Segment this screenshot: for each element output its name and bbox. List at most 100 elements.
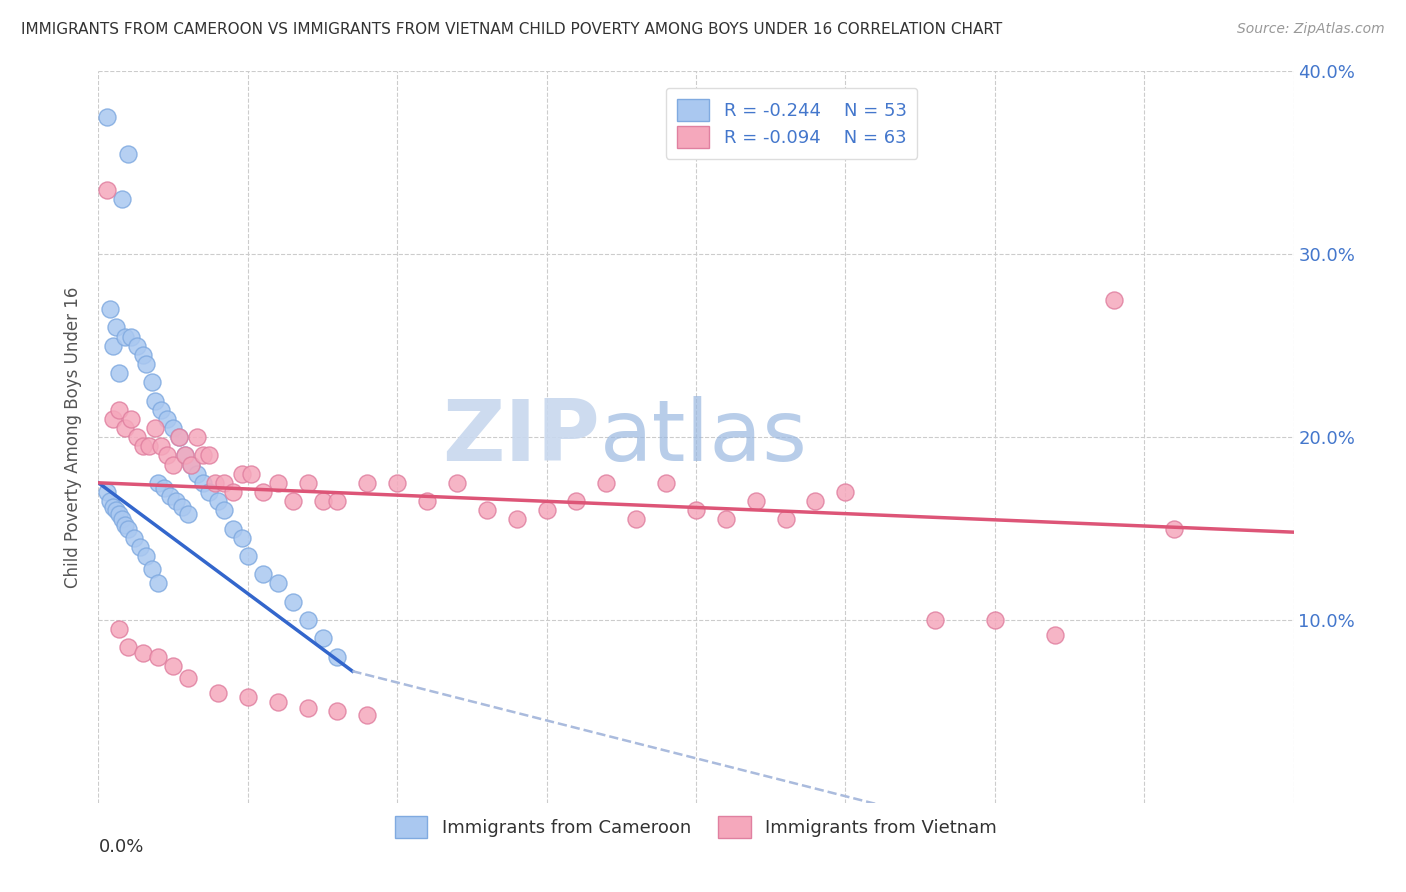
Point (212, 503, 235, 517)
Point (191, 475, 214, 490)
Point (745, 494, 768, 508)
Point (416, 494, 439, 508)
Point (231, 531, 253, 545)
Point (446, 475, 468, 490)
Point (252, 485, 274, 500)
Point (120, 412, 142, 426)
Point (180, 458, 202, 472)
Point (984, 613, 1007, 627)
Point (143, 421, 166, 435)
Point (804, 494, 827, 508)
Point (180, 458, 202, 472)
Point (297, 700, 319, 714)
Point (536, 503, 558, 517)
Point (231, 467, 253, 481)
Point (111, 192, 134, 206)
Point (198, 485, 221, 500)
Point (297, 475, 319, 490)
Point (186, 430, 208, 444)
Point (198, 448, 221, 462)
Point (267, 475, 290, 490)
Point (177, 672, 200, 686)
Point (96, 183, 118, 197)
Point (167, 430, 190, 444)
Point (714, 512, 737, 526)
Point (162, 458, 184, 472)
Point (150, 439, 173, 453)
Point (148, 576, 170, 591)
Point (165, 494, 187, 508)
Point (565, 494, 588, 508)
Point (1043, 627, 1066, 641)
Point (129, 540, 152, 554)
Point (114, 421, 136, 435)
Point (156, 448, 179, 462)
Point (281, 494, 304, 508)
Point (326, 494, 349, 508)
Point (148, 649, 170, 664)
Point (311, 494, 333, 508)
Point (105, 320, 128, 334)
Point (127, 338, 149, 352)
Point (141, 562, 163, 576)
Point (108, 366, 131, 380)
Point (174, 448, 197, 462)
Legend: Immigrants from Cameroon, Immigrants from Vietnam: Immigrants from Cameroon, Immigrants fro… (388, 808, 1004, 845)
Point (143, 393, 166, 408)
Point (98, 494, 122, 508)
Point (1163, 521, 1185, 535)
Point (103, 412, 125, 426)
Point (475, 503, 498, 517)
Point (685, 503, 707, 517)
Point (252, 567, 274, 582)
Point (96, 110, 118, 124)
Point (156, 412, 179, 426)
Text: IMMIGRANTS FROM CAMEROON VS IMMIGRANTS FROM VIETNAM CHILD POVERTY AMONG BOYS UND: IMMIGRANTS FROM CAMEROON VS IMMIGRANTS F… (21, 22, 1002, 37)
Point (204, 475, 226, 490)
Point (153, 481, 176, 495)
Point (356, 475, 378, 490)
Point (281, 594, 304, 608)
Point (506, 512, 529, 526)
Point (236, 549, 259, 563)
Point (1104, 293, 1126, 307)
Point (132, 348, 155, 362)
Point (924, 613, 946, 627)
Point (141, 375, 163, 389)
Text: ZIP: ZIP (443, 395, 600, 479)
Point (172, 500, 194, 514)
Text: Source: ZipAtlas.com: Source: ZipAtlas.com (1237, 22, 1385, 37)
Point (135, 357, 157, 371)
Point (132, 646, 155, 660)
Point (127, 430, 149, 444)
Point (207, 494, 229, 508)
Point (124, 531, 146, 545)
Point (267, 695, 290, 709)
Point (96, 485, 118, 500)
Point (267, 576, 290, 591)
Point (167, 430, 190, 444)
Point (162, 421, 184, 435)
Point (222, 521, 245, 535)
Y-axis label: Child Poverty Among Boys Under 16: Child Poverty Among Boys Under 16 (65, 286, 83, 588)
Point (595, 475, 617, 490)
Point (326, 705, 349, 719)
Point (212, 475, 235, 490)
Point (311, 632, 333, 646)
Point (108, 507, 131, 521)
Point (138, 439, 160, 453)
Point (626, 512, 648, 526)
Point (775, 512, 797, 526)
Point (834, 485, 856, 500)
Point (117, 521, 139, 535)
Point (326, 649, 349, 664)
Point (162, 658, 184, 673)
Point (297, 613, 319, 627)
Point (114, 517, 136, 532)
Point (177, 507, 200, 521)
Point (111, 512, 134, 526)
Text: atlas: atlas (600, 395, 808, 479)
Point (159, 489, 181, 503)
Point (135, 549, 157, 563)
Point (150, 402, 173, 417)
